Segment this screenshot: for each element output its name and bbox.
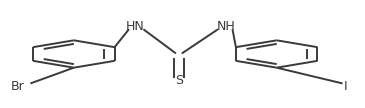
Text: NH: NH (216, 20, 235, 33)
Text: I: I (344, 80, 347, 93)
Text: HN: HN (126, 20, 145, 33)
Text: Br: Br (11, 80, 24, 93)
Text: S: S (175, 74, 183, 87)
